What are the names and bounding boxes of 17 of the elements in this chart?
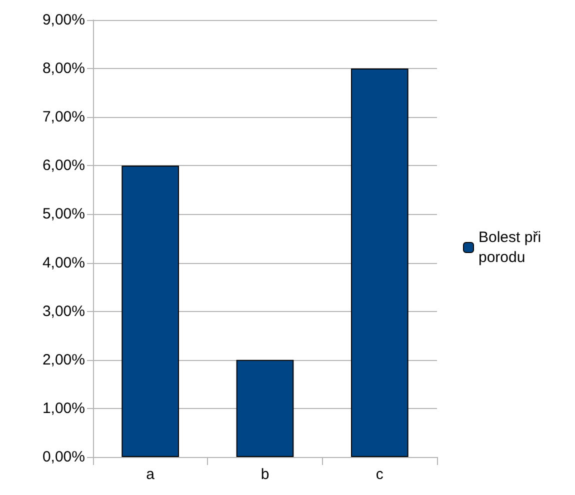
x-tick-label: b bbox=[260, 466, 270, 483]
bar bbox=[122, 166, 179, 457]
x-tick-label: a bbox=[146, 466, 156, 483]
y-tick-label: 3,00% bbox=[42, 302, 85, 320]
y-tick-label: 2,00% bbox=[42, 351, 85, 368]
y-tick-label: 1,00% bbox=[42, 400, 85, 417]
y-tick-label: 8,00% bbox=[42, 60, 85, 78]
y-tick-label: 0,00% bbox=[42, 448, 85, 466]
y-tick-label: 4,00% bbox=[42, 254, 85, 272]
bar bbox=[351, 68, 408, 457]
y-tick-label: 5,00% bbox=[42, 206, 85, 223]
legend-label: Bolest při porodu bbox=[478, 229, 546, 266]
y-tick-label: 6,00% bbox=[42, 157, 85, 174]
y-tick-label: 7,00% bbox=[42, 108, 85, 126]
bar bbox=[236, 360, 294, 457]
x-tick-label: c bbox=[376, 466, 384, 483]
y-tick-label: 9,00% bbox=[42, 12, 85, 28]
